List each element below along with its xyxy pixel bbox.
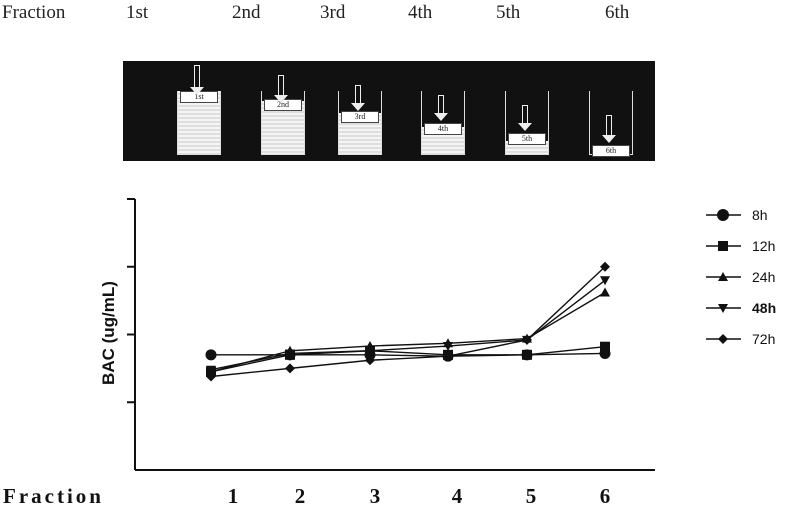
x-tick-label: 3: [369, 484, 381, 508]
beaker-illustration: 1st 2nd 3rd 4th 5th 6th: [123, 61, 655, 161]
series-line-72h: [210, 266, 606, 378]
beaker-5: 5th: [505, 91, 549, 155]
series-line-12h: [210, 345, 606, 373]
fraction-header-1st: 1st: [126, 2, 149, 23]
data-point-72h: [443, 351, 453, 362]
x-tick-label: 1: [227, 484, 239, 508]
beaker-3: 3rd: [338, 85, 382, 155]
beaker-6: 6th: [589, 91, 633, 157]
beaker-label-5: 5th: [508, 133, 546, 145]
data-point-72h: [206, 371, 216, 382]
beaker-label-3: 3rd: [341, 111, 379, 123]
fraction-header-3rd: 3rd: [320, 2, 346, 23]
series-line-48h: [210, 279, 606, 371]
data-point-72h: [365, 355, 375, 366]
arrow-down-icon: [434, 95, 448, 121]
beaker-label-6: 6th: [592, 145, 630, 157]
arrow-down-icon: [190, 65, 204, 95]
legend-marker: [718, 272, 728, 281]
data-point-72h: [600, 261, 610, 272]
x-axis-label: Fraction: [3, 484, 104, 508]
beaker-4: 4th: [421, 91, 465, 155]
fraction-header-6th: 6th: [605, 2, 630, 23]
legend-label: 72h: [752, 331, 776, 347]
chart-axes: [127, 198, 655, 471]
chart-legend: [706, 209, 741, 344]
legend-marker: [717, 209, 729, 221]
legend-label: 8h: [752, 207, 768, 223]
x-tick-label: 6: [599, 484, 611, 508]
y-axis-label: BAC (ug/mL): [99, 281, 118, 385]
x-tick-label: 2: [294, 484, 306, 508]
arrow-down-icon: [351, 85, 365, 111]
legend-label: 48h: [752, 300, 777, 316]
legend-label: 24h: [752, 269, 776, 285]
data-point-48h: [206, 365, 216, 375]
beaker-label-4: 4th: [424, 123, 462, 135]
data-point-8h: [205, 349, 217, 361]
data-point-72h: [522, 334, 532, 345]
data-point-48h: [365, 346, 375, 356]
data-point-24h: [600, 287, 610, 297]
data-point-72h: [285, 363, 295, 374]
legend-marker: [718, 334, 728, 344]
arrow-down-icon: [518, 105, 532, 131]
beaker-1: 1st: [177, 65, 221, 155]
data-point-12h: [522, 349, 532, 360]
x-tick-label: 5: [525, 484, 537, 508]
data-point-48h: [285, 349, 295, 359]
beaker-2: 2nd: [261, 75, 305, 155]
data-point-48h: [600, 276, 610, 286]
data-point-48h: [443, 342, 453, 352]
series-line-24h: [210, 291, 606, 373]
legend-marker: [718, 241, 728, 251]
legend-marker: [718, 304, 728, 313]
fraction-header-label: Fraction: [2, 2, 66, 23]
arrow-down-icon: [274, 75, 288, 103]
arrow-down-icon: [602, 115, 616, 143]
fraction-header-2nd: 2nd: [232, 2, 261, 23]
fraction-header-4th: 4th: [408, 2, 433, 23]
fraction-header-5th: 5th: [496, 2, 521, 23]
x-tick-label: 4: [451, 484, 463, 508]
legend-label: 12h: [752, 238, 776, 254]
data-point-12h: [600, 341, 610, 352]
chart-lines: [210, 266, 606, 378]
chart-markers: [205, 261, 611, 382]
